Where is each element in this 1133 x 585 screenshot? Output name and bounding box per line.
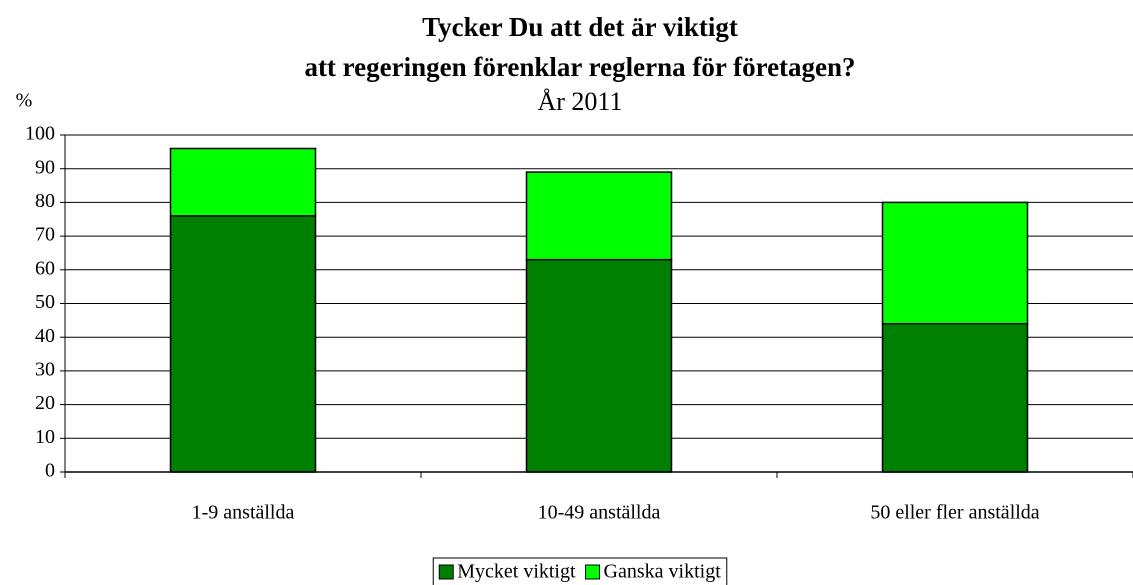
chart-subtitle: År 2011 <box>538 87 623 116</box>
bar-segment <box>881 201 1029 325</box>
legend-label: Mycket viktigt <box>457 561 576 583</box>
legend-box <box>432 557 728 585</box>
x-tick-label: 1-9 anställda <box>192 502 295 524</box>
x-tick-label: 50 eller fler anställda <box>870 502 1039 524</box>
y-axis-label: % <box>16 90 33 112</box>
bar-segment <box>881 322 1029 473</box>
x-tick-label: 10-49 anställda <box>538 502 661 524</box>
y-tick-label: 20 <box>35 392 55 414</box>
bar-segment <box>525 171 673 261</box>
legend-swatch <box>438 564 454 580</box>
y-tick-label: 10 <box>35 426 55 448</box>
y-tick-label: 50 <box>35 291 55 313</box>
y-tick-label: 60 <box>35 257 55 279</box>
y-tick-label: 0 <box>45 460 55 482</box>
bar-segment <box>169 215 317 473</box>
chart-title: Tycker Du att det är viktigt <box>422 12 738 42</box>
legend-swatch <box>585 564 601 580</box>
legend: Mycket viktigt Ganska viktigt <box>432 557 728 585</box>
y-tick-label: 40 <box>35 325 55 347</box>
bar-segment <box>169 147 317 217</box>
y-tick-label: 80 <box>35 190 55 212</box>
y-tick-label: 70 <box>35 224 55 246</box>
legend-label: Ganska viktigt <box>604 561 722 583</box>
chart-title: att regeringen förenklar reglerna för fö… <box>304 52 855 82</box>
y-tick-label: 100 <box>25 123 55 145</box>
y-tick-label: 30 <box>35 358 55 380</box>
bar-segment <box>525 258 673 473</box>
y-tick-label: 90 <box>35 156 55 178</box>
